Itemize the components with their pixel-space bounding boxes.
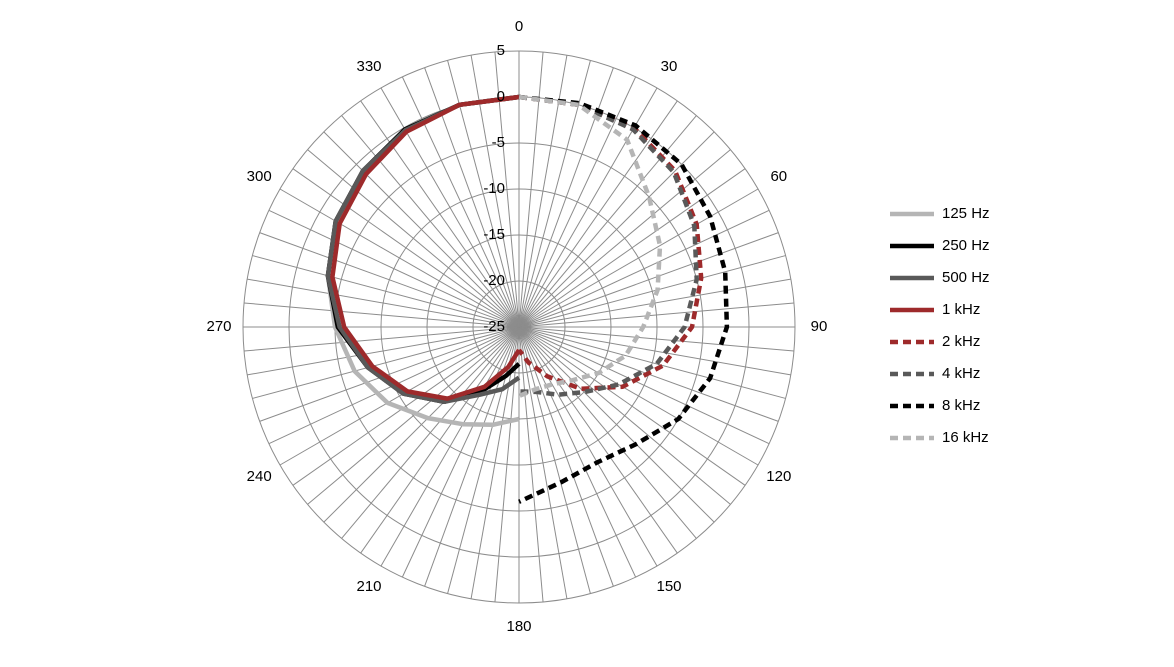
- theta-tick-label: 270: [206, 318, 231, 335]
- theta-tick-label: 60: [770, 168, 787, 185]
- grid-ring: [472, 280, 566, 374]
- series-line: [518, 94, 699, 397]
- legend-label: 500 Hz: [942, 269, 990, 286]
- legend-label: 16 kHz: [942, 429, 989, 446]
- theta-tick-label: 180: [506, 618, 531, 635]
- r-tick-label: -5: [492, 134, 505, 151]
- r-tick-label: 0: [497, 88, 505, 105]
- grid-ring: [380, 188, 658, 466]
- r-tick-label: -15: [483, 226, 505, 243]
- series-line: [330, 94, 521, 401]
- plot-area: [325, 94, 730, 504]
- legend: 125 Hz 250 Hz 500 Hz 1 kHz 2 kHz 4 kHz 8 kHz 16…: [890, 205, 990, 446]
- theta-tick-label: 0: [515, 18, 523, 35]
- theta-tick-label: 90: [811, 318, 828, 335]
- legend-label: 8 kHz: [942, 397, 980, 414]
- r-tick-label: -25: [483, 318, 505, 335]
- theta-tick-label: 210: [356, 578, 381, 595]
- theta-tick-label: 30: [661, 58, 678, 75]
- theta-tick-label: 240: [247, 468, 272, 485]
- series-line: [518, 94, 730, 504]
- r-tick-label: 5: [497, 42, 505, 59]
- r-tick-label: -10: [483, 180, 505, 197]
- legend-label: 1 kHz: [942, 301, 980, 318]
- legend-label: 4 kHz: [942, 365, 980, 382]
- series-line: [325, 94, 520, 428]
- theta-tick-label: 150: [656, 578, 681, 595]
- r-tick-label: -20: [483, 272, 505, 289]
- axis-labels: -25-20-15-10-505030609012015018021024027…: [206, 18, 827, 635]
- series-line: [518, 94, 663, 399]
- legend-label: 125 Hz: [942, 205, 990, 222]
- legend-label: 250 Hz: [942, 237, 990, 254]
- legend-label: 2 kHz: [942, 333, 980, 350]
- grid: [242, 50, 796, 604]
- grid-ring: [242, 50, 796, 604]
- theta-tick-label: 330: [356, 58, 381, 75]
- theta-tick-label: 300: [247, 168, 272, 185]
- series-line: [517, 94, 704, 392]
- theta-tick-label: 120: [766, 468, 791, 485]
